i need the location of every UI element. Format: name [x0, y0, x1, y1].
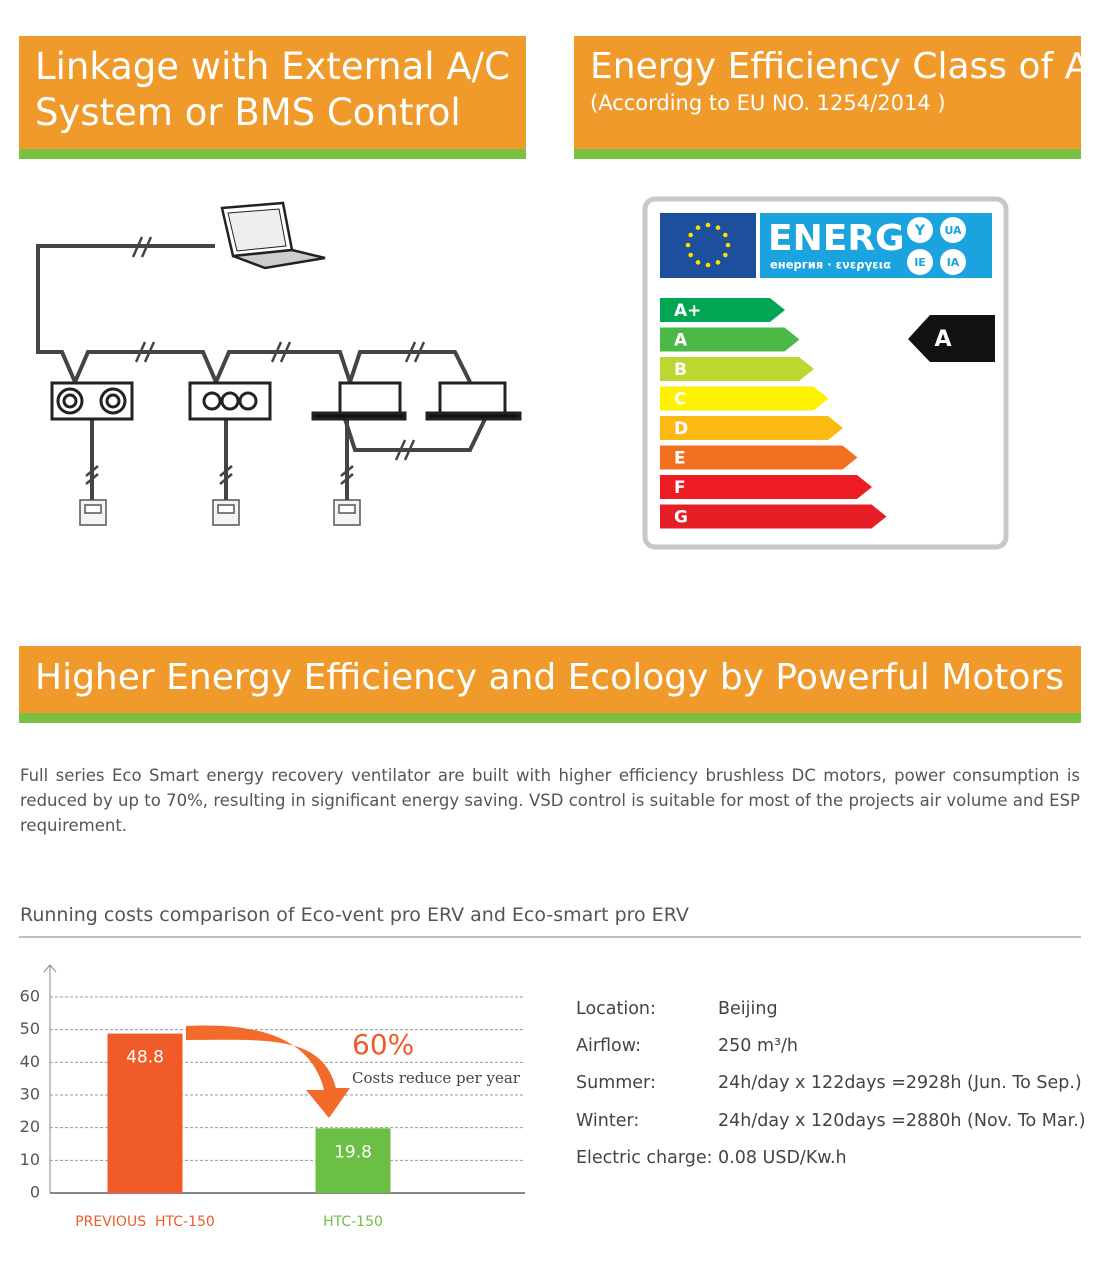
energy-class-label: F [674, 478, 686, 498]
header-line: System or BMS Control [35, 91, 461, 134]
energy-brand-subtitle: енергия · ενεργεια [770, 258, 891, 272]
star [695, 260, 701, 265]
star [725, 242, 731, 248]
energy-class-label: A+ [674, 301, 701, 321]
energy-class-bar [660, 327, 800, 352]
energy-class-label: C [674, 390, 686, 410]
energy-class-label: A [674, 331, 688, 351]
badge [940, 217, 966, 243]
star [705, 222, 711, 228]
badge [940, 249, 966, 275]
energy-class-label: E [674, 449, 686, 469]
y-tick-label: 50 [20, 1019, 40, 1038]
header-line: Linkage with External A/C [35, 45, 510, 88]
indoor-units [50, 381, 522, 421]
description: Full series Eco Smart energy recovery ve… [20, 766, 1080, 835]
badge-label: Y [914, 223, 926, 239]
energy-class-bar [660, 504, 887, 529]
badge-label: UA [944, 224, 962, 237]
section-title: Higher Energy Efficiency and Ecology by … [35, 657, 1064, 698]
info-row: Electric charge: 0.08 USD/Kw.h [576, 1139, 1086, 1176]
star [723, 252, 728, 258]
y-tick-label: 20 [20, 1117, 40, 1136]
energy-brand: ENERG [768, 218, 905, 259]
info-value: 0.08 USD/Kw.h [718, 1147, 847, 1168]
badges: Y UA IE IA [907, 217, 966, 275]
badge [907, 249, 933, 275]
info-label: Airflow: [576, 1035, 642, 1056]
star [705, 262, 711, 268]
comparison-title: Running costs comparison of Eco-vent pro… [20, 904, 689, 926]
info-value: Beijing [718, 998, 778, 1019]
x-tick-label: PREVIOUS HTC-150 [75, 1214, 215, 1230]
y-tick-label: 30 [20, 1085, 40, 1104]
bar [107, 1033, 183, 1193]
badge-label: IA [947, 256, 960, 269]
energy-class-bar [660, 475, 872, 499]
header-right: Energy Efficiency Class of A (According … [574, 36, 1090, 159]
reduction-arrow [186, 1025, 350, 1118]
info-row: Location: Beijing [576, 990, 1086, 1027]
y-axis-arrow [43, 964, 57, 973]
rating-label: A [934, 327, 951, 352]
info-label: Summer: [576, 1073, 656, 1094]
star [723, 232, 728, 238]
info-label: Electric charge: [576, 1147, 713, 1168]
star [688, 232, 693, 238]
energy-class-bar [660, 416, 843, 440]
x-tick-label: HTC-150 [323, 1214, 383, 1230]
energy-class-bar [660, 445, 858, 470]
badge-label: IE [914, 256, 926, 269]
energy-class-bar [660, 386, 829, 411]
annotation-percent: 60% [352, 1028, 414, 1061]
energy-class-label: D [674, 419, 688, 439]
header-subtitle: (According to EU NO. 1254/2014 ) [590, 91, 946, 115]
network-diagram [36, 236, 487, 500]
eu-stars [685, 222, 731, 268]
y-tick-label: 40 [20, 1052, 40, 1071]
info-label: Winter: [576, 1110, 640, 1131]
annotation-note: Costs reduce per year [352, 1069, 521, 1087]
value-label: 19.8 [334, 1142, 372, 1162]
star [685, 242, 691, 248]
rating-arrow [908, 315, 995, 362]
info-row: Winter: 24h/day x 120days =2880h (Nov. To… [576, 1102, 1086, 1139]
info-table: Location: Beijing Airflow: 250 m³/h Summer: 2… [576, 990, 1086, 1176]
energy-class-bar [660, 357, 814, 381]
star [715, 225, 721, 230]
laptop [220, 201, 326, 270]
y-tick-label: 60 [20, 987, 40, 1006]
controllers [79, 499, 361, 526]
section-header: Higher Energy Efficiency and Ecology by … [19, 646, 1081, 723]
star [715, 260, 721, 265]
info-value: 250 m³/h [718, 1035, 799, 1056]
y-tick-label: 10 [20, 1150, 40, 1169]
star [688, 252, 693, 258]
badge [907, 217, 933, 243]
star [695, 225, 701, 230]
info-value: 24h/day x 120days =2880h (Nov. To Mar.) [718, 1110, 1086, 1131]
y-tick-label: 0 [30, 1183, 40, 1202]
bar-chart: 0 10 20 30 40 50 60 48.8 PREVIOUS HTC-150 19.8 HTC… [20, 964, 525, 1230]
value-label: 48.8 [126, 1048, 164, 1068]
header-left: Linkage with External A/C System or BMS … [19, 36, 526, 159]
info-label: Location: [576, 998, 656, 1019]
header-title: Energy Efficiency Class of A [590, 46, 1090, 87]
energy-class-label: B [674, 360, 687, 380]
info-value: 24h/day x 122days =2928h (Jun. To Sep.) [718, 1073, 1082, 1094]
info-row: Airflow: 250 m³/h [576, 1027, 1086, 1064]
info-row: Summer: 24h/day x 122days =2928h (Jun. To… [576, 1065, 1086, 1102]
bar [315, 1128, 391, 1193]
energy-class-label: G [674, 508, 688, 528]
energy-class-bar [660, 298, 785, 322]
